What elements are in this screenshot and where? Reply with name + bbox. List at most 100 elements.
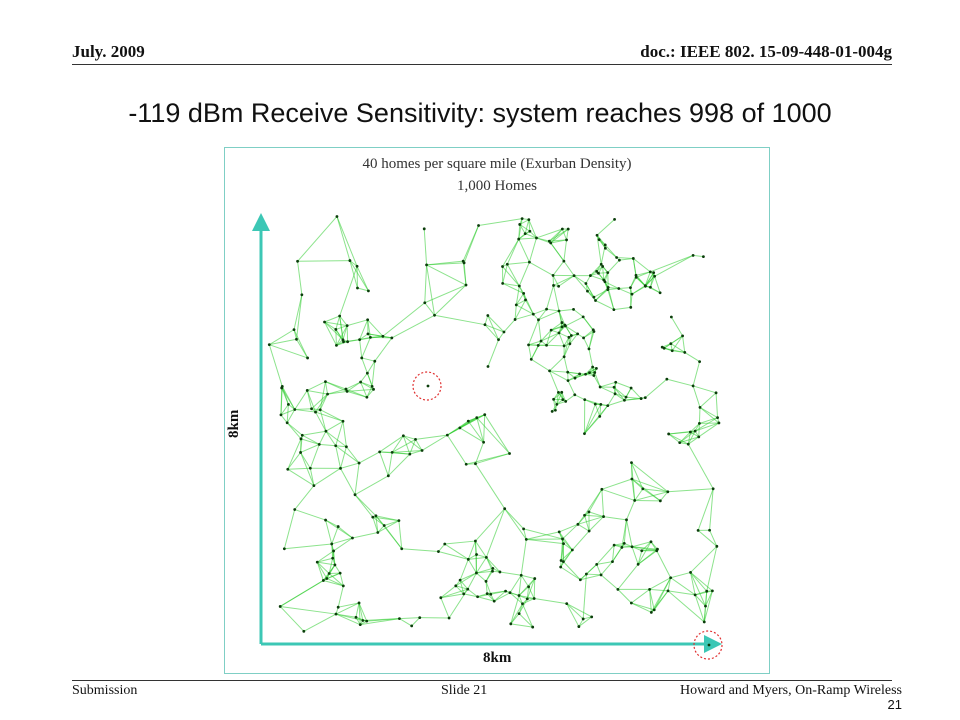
home-node xyxy=(683,351,687,354)
home-node xyxy=(334,328,338,331)
home-node xyxy=(498,570,502,574)
mesh-link xyxy=(375,515,379,533)
home-node xyxy=(341,584,345,588)
mesh-link xyxy=(584,489,603,516)
home-node xyxy=(603,280,607,284)
mesh-link xyxy=(569,333,579,345)
home-node xyxy=(555,402,559,406)
home-node xyxy=(464,462,468,466)
mesh-link xyxy=(598,239,606,249)
home-node xyxy=(696,528,700,532)
mesh-link xyxy=(387,452,393,476)
mesh-link xyxy=(617,589,632,604)
mesh-link xyxy=(325,420,344,432)
mesh-link xyxy=(518,575,522,596)
home-node xyxy=(649,610,653,614)
mesh-link xyxy=(502,282,524,294)
mesh-link xyxy=(693,254,704,258)
mesh-link xyxy=(485,581,488,594)
mesh-link xyxy=(306,390,316,413)
footer-page-number: 21 xyxy=(887,697,902,712)
mesh-link xyxy=(558,332,570,338)
mesh-link xyxy=(371,361,376,387)
mesh-link xyxy=(316,561,330,574)
mesh-link xyxy=(399,618,412,627)
mesh-link xyxy=(403,435,416,440)
mesh-link xyxy=(485,508,506,558)
home-node xyxy=(501,265,504,268)
mesh-link xyxy=(475,508,506,542)
home-node xyxy=(598,414,602,418)
mesh-link xyxy=(280,605,337,615)
mesh-link xyxy=(670,571,691,579)
mesh-link xyxy=(335,445,347,448)
mesh-link xyxy=(335,325,348,346)
home-node xyxy=(531,625,535,629)
home-node xyxy=(361,619,365,622)
home-node xyxy=(577,625,581,628)
home-node xyxy=(598,385,602,389)
mesh-link xyxy=(297,216,338,262)
mesh-link xyxy=(280,404,289,416)
mesh-link xyxy=(302,434,320,445)
mesh-link xyxy=(506,264,520,287)
home-node xyxy=(567,335,571,339)
mesh-link xyxy=(549,356,565,372)
mesh-link xyxy=(426,264,467,286)
mesh-link xyxy=(567,380,576,395)
mesh-link xyxy=(565,394,576,402)
mesh-link xyxy=(583,337,590,350)
home-node xyxy=(439,596,443,600)
home-node xyxy=(603,243,607,247)
home-node xyxy=(612,385,616,389)
home-node xyxy=(648,270,652,274)
home-node xyxy=(565,238,568,242)
home-node xyxy=(655,549,659,553)
home-node xyxy=(366,318,370,322)
mesh-link xyxy=(553,392,559,400)
home-node xyxy=(519,573,523,577)
mesh-link xyxy=(269,338,297,346)
mesh-link xyxy=(630,387,642,399)
home-node xyxy=(522,291,526,295)
home-node xyxy=(372,387,375,391)
footer-divider xyxy=(72,680,892,681)
home-node xyxy=(475,571,478,575)
mesh-link xyxy=(309,468,315,486)
mesh-link xyxy=(529,261,554,276)
unreached-home-marker-1 xyxy=(412,371,442,401)
mesh-link xyxy=(644,275,655,286)
mesh-link xyxy=(588,329,594,349)
mesh-link xyxy=(411,617,421,627)
mesh-link xyxy=(463,593,478,598)
mesh-link xyxy=(287,468,315,487)
home-node xyxy=(592,295,596,299)
mesh-link xyxy=(692,385,717,394)
mesh-link xyxy=(670,343,686,353)
mesh-link xyxy=(536,237,551,244)
home-node xyxy=(617,287,621,290)
home-node xyxy=(561,560,565,564)
mesh-link xyxy=(339,266,358,317)
mesh-link xyxy=(493,592,511,602)
home-node xyxy=(282,547,286,551)
mesh-link xyxy=(366,372,373,387)
mesh-link xyxy=(563,260,575,276)
home-node xyxy=(497,338,500,342)
mesh-link xyxy=(349,260,358,289)
mesh-link xyxy=(607,399,625,407)
home-node xyxy=(553,408,557,412)
home-node xyxy=(278,605,282,608)
mesh-link xyxy=(421,434,448,451)
mesh-link xyxy=(687,443,714,490)
mesh-link xyxy=(356,266,369,292)
home-node xyxy=(602,515,605,518)
mesh-link xyxy=(478,218,523,227)
mesh-link xyxy=(596,544,615,565)
mesh-link xyxy=(518,603,523,614)
home-node xyxy=(336,525,340,528)
home-node xyxy=(678,441,682,445)
mesh-link xyxy=(317,561,335,566)
mesh-link xyxy=(399,617,420,620)
mesh-link xyxy=(514,299,526,320)
